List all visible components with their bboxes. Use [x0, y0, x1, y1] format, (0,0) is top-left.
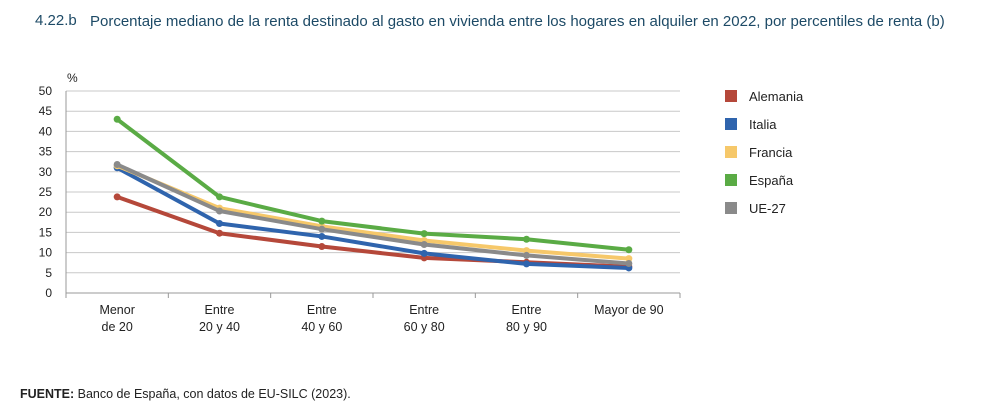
x-tick-label: 60 y 80	[404, 320, 445, 334]
y-tick-label: 50	[39, 84, 53, 98]
legend-label: UE-27	[749, 201, 786, 216]
y-tick-label: 15	[39, 225, 53, 239]
x-tick-label: 80 y 90	[506, 320, 547, 334]
source-text: Banco de España, con datos de EU-SILC (2…	[74, 387, 351, 401]
data-point	[523, 260, 530, 268]
legend-label: Italia	[749, 117, 777, 132]
series-line-ue-27	[116, 162, 629, 266]
data-point	[113, 161, 121, 169]
y-axis-unit: %	[67, 71, 78, 85]
data-point	[318, 232, 326, 240]
data-point	[216, 207, 223, 215]
y-tick-label: 30	[39, 165, 53, 179]
figure-number: 4.22.b	[35, 12, 77, 29]
y-tick-label: 10	[39, 246, 53, 260]
x-tick-label: Entre	[307, 303, 337, 317]
y-tick-label: 40	[39, 124, 53, 138]
source-note: FUENTE: Banco de España, con datos de EU…	[20, 387, 351, 401]
x-tick-label: Entre	[205, 303, 235, 317]
legend-swatch	[725, 174, 737, 186]
x-tick-label: 40 y 60	[301, 320, 342, 334]
x-tick-label: Mayor de 90	[594, 303, 664, 317]
y-tick-label: 20	[39, 205, 53, 219]
legend-swatch	[725, 90, 737, 102]
line-chart: 0 5 10 15 20 25 30 35 40 45 50% Menor de 20 Entre 20 y…	[39, 71, 804, 334]
data-point	[523, 235, 530, 243]
x-tick-label: de 20	[102, 320, 133, 334]
y-tick-label: 5	[45, 266, 52, 280]
x-tick-label: Entre	[512, 303, 542, 317]
legend-label: Francia	[749, 145, 793, 160]
data-point	[420, 249, 428, 257]
data-point	[523, 247, 530, 255]
data-point	[318, 243, 326, 251]
x-tick-label: Menor	[99, 303, 134, 317]
data-point	[318, 225, 326, 233]
series-line-españa	[115, 117, 630, 252]
data-point	[523, 251, 530, 259]
legend-label: España	[749, 173, 794, 188]
data-point	[318, 217, 326, 225]
y-tick-label: 35	[39, 145, 53, 159]
data-point	[420, 230, 428, 238]
series-line-italia	[116, 166, 629, 270]
data-point	[113, 193, 121, 201]
data-point	[216, 193, 223, 201]
legend-swatch	[725, 202, 737, 214]
data-point	[216, 220, 223, 228]
data-point	[625, 246, 633, 254]
data-point	[625, 255, 633, 263]
legend-swatch	[725, 118, 737, 130]
source-label: FUENTE:	[20, 387, 75, 401]
chart-title: Porcentaje mediano de la renta destinado…	[90, 13, 945, 30]
y-tick-label: 25	[39, 185, 53, 199]
y-tick-label: 45	[39, 104, 53, 118]
y-tick-label: 0	[45, 286, 52, 300]
legend-swatch	[725, 146, 737, 158]
legend-label: Alemania	[749, 89, 804, 104]
x-tick-label: Entre	[409, 303, 439, 317]
data-point	[113, 115, 121, 123]
data-point	[420, 241, 428, 249]
x-tick-label: 20 y 40	[199, 320, 240, 334]
data-point	[625, 260, 633, 268]
data-point	[216, 229, 223, 237]
